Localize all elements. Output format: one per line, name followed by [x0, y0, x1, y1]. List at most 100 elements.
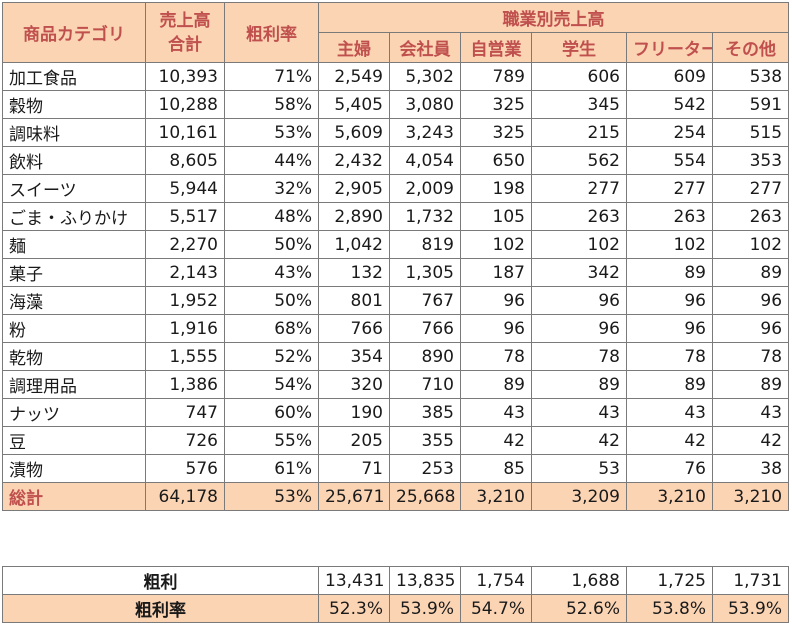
occupation-sales-cell: 2,549 — [318, 62, 390, 91]
sales-total-cell: 1,952 — [145, 286, 225, 315]
total-sales: 64,178 — [145, 482, 225, 511]
table-row: ごま・ふりかけ 5,517 48% 2,890 1,732 105 263 263 263 — [2, 202, 790, 231]
total-cell: 3,210 — [626, 482, 713, 511]
total-rate: 53% — [224, 482, 319, 511]
occupation-sales-cell: 554 — [626, 146, 713, 175]
total-label: 総計 — [2, 482, 146, 511]
table-row: 穀物 10,288 58% 5,405 3,080 325 345 542 591 — [2, 90, 790, 119]
occupation-sales-cell: 89 — [626, 370, 713, 399]
occupation-sales-cell: 263 — [711, 202, 790, 231]
table-row: 粉 1,916 68% 766 766 96 96 96 96 — [2, 314, 790, 343]
header-category: 商品カテゴリ — [2, 2, 146, 63]
occupation-sales-cell: 215 — [531, 118, 627, 147]
occupation-sales-cell: 254 — [626, 118, 713, 147]
gross-margin-cell: 53.9% — [389, 594, 461, 623]
occupation-sales-cell: 96 — [626, 314, 713, 343]
occupation-sales-cell: 325 — [460, 118, 532, 147]
category-cell: 粉 — [2, 314, 146, 343]
sales-total-cell: 1,555 — [145, 342, 225, 371]
occupation-sales-cell: 78 — [460, 342, 532, 371]
occupation-sales-cell: 71 — [318, 454, 390, 483]
total-cell: 25,668 — [389, 482, 461, 511]
occupation-sales-cell: 538 — [711, 62, 790, 91]
occupation-sales-cell: 43 — [531, 398, 627, 427]
table-row: 豆 726 55% 205 355 42 42 42 42 — [2, 426, 790, 455]
header-occupation: 自営業 — [460, 32, 532, 63]
occupation-sales-cell: 42 — [711, 426, 790, 455]
occupation-sales-cell: 102 — [711, 230, 790, 259]
margin-rate-cell: 50% — [224, 230, 319, 259]
gross-profit-cell: 13,835 — [389, 566, 461, 595]
occupation-sales-cell: 766 — [318, 314, 390, 343]
occupation-sales-cell: 325 — [460, 90, 532, 119]
margin-rate-cell: 48% — [224, 202, 319, 231]
occupation-sales-cell: 2,890 — [318, 202, 390, 231]
summary-table: 粗利 13,431 13,835 1,754 1,688 1,725 1,731… — [2, 566, 789, 623]
occupation-sales-cell: 43 — [711, 398, 790, 427]
gross-margin-cell: 53.8% — [626, 594, 713, 623]
occupation-sales-cell: 2,432 — [318, 146, 390, 175]
occupation-sales-cell: 96 — [711, 286, 790, 315]
table-header: 商品カテゴリ 売上高合計 粗利率 職業別売上高 主婦 会社員 自営業 学生 フリ… — [2, 2, 790, 63]
occupation-sales-cell: 89 — [460, 370, 532, 399]
occupation-sales-cell: 355 — [389, 426, 461, 455]
occupation-sales-cell: 766 — [389, 314, 461, 343]
table-row: ナッツ 747 60% 190 385 43 43 43 43 — [2, 398, 790, 427]
total-cell: 3,210 — [711, 482, 790, 511]
occupation-sales-cell: 89 — [711, 370, 790, 399]
occupation-sales-cell: 5,302 — [389, 62, 461, 91]
table-footer: 総計 64,178 53% 25,671 25,668 3,210 3,209 … — [2, 482, 790, 511]
header-occupation: 主婦 — [318, 32, 390, 63]
gross-margin-row: 粗利率 52.3% 53.9% 54.7% 52.6% 53.8% 53.9% — [2, 594, 789, 623]
sales-total-cell: 747 — [145, 398, 225, 427]
category-cell: 調理用品 — [2, 370, 146, 399]
occupation-sales-cell: 353 — [711, 146, 790, 175]
occupation-sales-cell: 606 — [531, 62, 627, 91]
sales-total-cell: 2,270 — [145, 230, 225, 259]
category-cell: 豆 — [2, 426, 146, 455]
occupation-sales-cell: 542 — [626, 90, 713, 119]
occupation-sales-cell: 1,305 — [389, 258, 461, 287]
margin-rate-cell: 52% — [224, 342, 319, 371]
occupation-sales-cell: 96 — [460, 314, 532, 343]
category-cell: 海藻 — [2, 286, 146, 315]
gross-margin-cell: 52.3% — [318, 594, 390, 623]
occupation-sales-cell: 78 — [711, 342, 790, 371]
occupation-sales-cell: 42 — [460, 426, 532, 455]
margin-rate-cell: 53% — [224, 118, 319, 147]
gross-profit-row: 粗利 13,431 13,835 1,754 1,688 1,725 1,731 — [2, 566, 789, 595]
occupation-sales-cell: 5,609 — [318, 118, 390, 147]
sales-total-cell: 2,143 — [145, 258, 225, 287]
sales-total-cell: 10,393 — [145, 62, 225, 91]
occupation-sales-cell: 89 — [531, 370, 627, 399]
occupation-sales-cell: 4,054 — [389, 146, 461, 175]
occupation-sales-cell: 42 — [626, 426, 713, 455]
gross-profit-cell: 1,688 — [531, 566, 627, 595]
occupation-sales-cell: 789 — [460, 62, 532, 91]
margin-rate-cell: 44% — [224, 146, 319, 175]
gross-margin-cell: 52.6% — [531, 594, 627, 623]
occupation-sales-cell: 767 — [389, 286, 461, 315]
table-row: 乾物 1,555 52% 354 890 78 78 78 78 — [2, 342, 790, 371]
occupation-sales-cell: 42 — [531, 426, 627, 455]
sales-total-cell: 10,161 — [145, 118, 225, 147]
margin-rate-cell: 61% — [224, 454, 319, 483]
occupation-sales-cell: 3,080 — [389, 90, 461, 119]
occupation-sales-cell: 562 — [531, 146, 627, 175]
category-cell: ナッツ — [2, 398, 146, 427]
gross-margin-cell: 54.7% — [460, 594, 532, 623]
gross-margin-cell: 53.9% — [712, 594, 789, 623]
occupation-sales-cell: 591 — [711, 90, 790, 119]
header-occupation: 学生 — [531, 32, 627, 63]
occupation-sales-cell: 105 — [460, 202, 532, 231]
category-cell: 菓子 — [2, 258, 146, 287]
occupation-sales-cell: 96 — [531, 286, 627, 315]
sales-total-cell: 10,288 — [145, 90, 225, 119]
occupation-sales-cell: 320 — [318, 370, 390, 399]
occupation-sales-cell: 277 — [711, 174, 790, 203]
header-occupation: その他 — [711, 32, 790, 63]
occupation-sales-cell: 102 — [460, 230, 532, 259]
occupation-sales-cell: 1,732 — [389, 202, 461, 231]
occupation-sales-cell: 96 — [626, 286, 713, 315]
occupation-sales-cell: 198 — [460, 174, 532, 203]
